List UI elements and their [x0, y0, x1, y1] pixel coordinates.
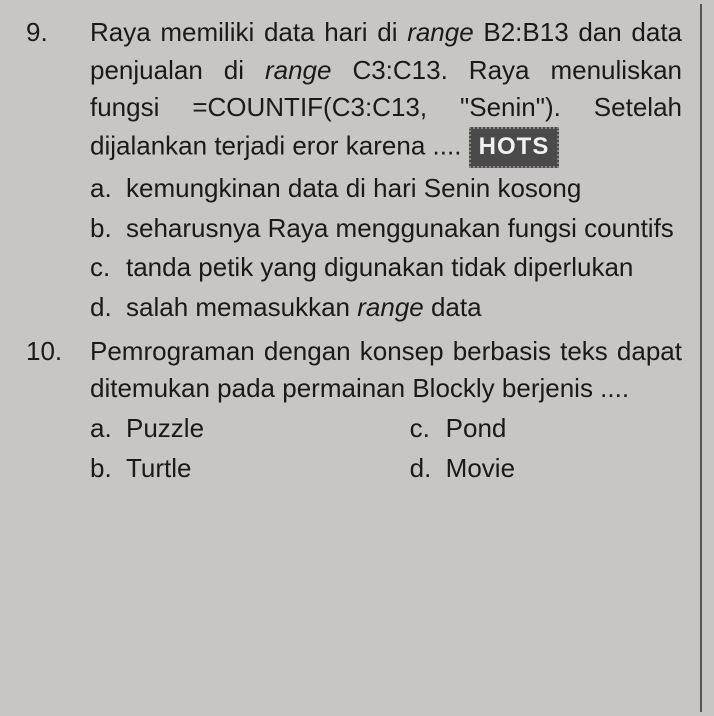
option-text: Turtle [126, 450, 410, 488]
options-list: a. kemungkinan data di hari Senin kosong… [90, 170, 682, 327]
option-letter: b. [90, 450, 126, 488]
option-letter: c. [410, 410, 446, 448]
option-a: a. Puzzle [90, 410, 410, 448]
italic-range: range [407, 17, 474, 47]
text-part: Raya memiliki data hari di [90, 17, 407, 47]
options-two-column: a. Puzzle b. Turtle c. Pond d. Movie [90, 410, 682, 489]
option-text: kemungkinan data di hari Senin kosong [126, 170, 682, 208]
question-text: Pemrograman dengan konsep berbasis teks … [90, 333, 682, 408]
option-text: Puzzle [126, 410, 410, 448]
question-body: Raya memiliki data hari di range B2:B13 … [90, 14, 690, 329]
option-a: a. kemungkinan data di hari Senin kosong [90, 170, 682, 208]
option-text: Pond [446, 410, 682, 448]
question-9: 9. Raya memiliki data hari di range B2:B… [18, 14, 690, 329]
text-part: salah memasukkan [126, 292, 357, 322]
question-number: 10. [18, 333, 90, 490]
option-letter: c. [90, 249, 126, 287]
question-body: Pemrograman dengan konsep berbasis teks … [90, 333, 690, 490]
option-letter: d. [410, 450, 446, 488]
options-column-right: c. Pond d. Movie [410, 410, 682, 489]
text-part: data [424, 292, 482, 322]
option-c: c. tanda petik yang digunakan tidak dipe… [90, 249, 682, 287]
option-text: tanda petik yang digunakan tidak diperlu… [126, 249, 682, 287]
question-text: Raya memiliki data hari di range B2:B13 … [90, 14, 682, 168]
hots-badge: HOTS [469, 127, 560, 168]
option-text: salah memasukkan range data [126, 289, 682, 327]
page-right-border [700, 4, 702, 712]
options-column-left: a. Puzzle b. Turtle [90, 410, 410, 489]
option-d: d. Movie [410, 450, 682, 488]
option-d: d. salah memasukkan range data [90, 289, 682, 327]
question-10: 10. Pemrograman dengan konsep berbasis t… [18, 333, 690, 490]
option-b: b. seharusnya Raya menggunakan fungsi co… [90, 210, 682, 248]
option-text: seharusnya Raya menggunakan fungsi count… [126, 210, 682, 248]
italic-range: range [357, 292, 424, 322]
option-b: b. Turtle [90, 450, 410, 488]
italic-range: range [265, 55, 332, 85]
option-letter: b. [90, 210, 126, 248]
option-c: c. Pond [410, 410, 682, 448]
option-letter: d. [90, 289, 126, 327]
option-text: Movie [446, 450, 682, 488]
option-letter: a. [90, 410, 126, 448]
question-number: 9. [18, 14, 90, 329]
option-letter: a. [90, 170, 126, 208]
